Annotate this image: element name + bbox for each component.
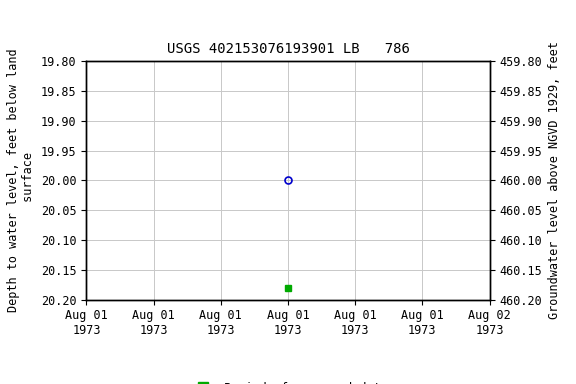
Title: USGS 402153076193901 LB   786: USGS 402153076193901 LB 786 bbox=[166, 42, 410, 56]
Legend: Period of approved data: Period of approved data bbox=[184, 377, 392, 384]
Y-axis label: Depth to water level, feet below land
 surface: Depth to water level, feet below land su… bbox=[7, 49, 36, 312]
Y-axis label: Groundwater level above NGVD 1929, feet: Groundwater level above NGVD 1929, feet bbox=[548, 41, 560, 319]
